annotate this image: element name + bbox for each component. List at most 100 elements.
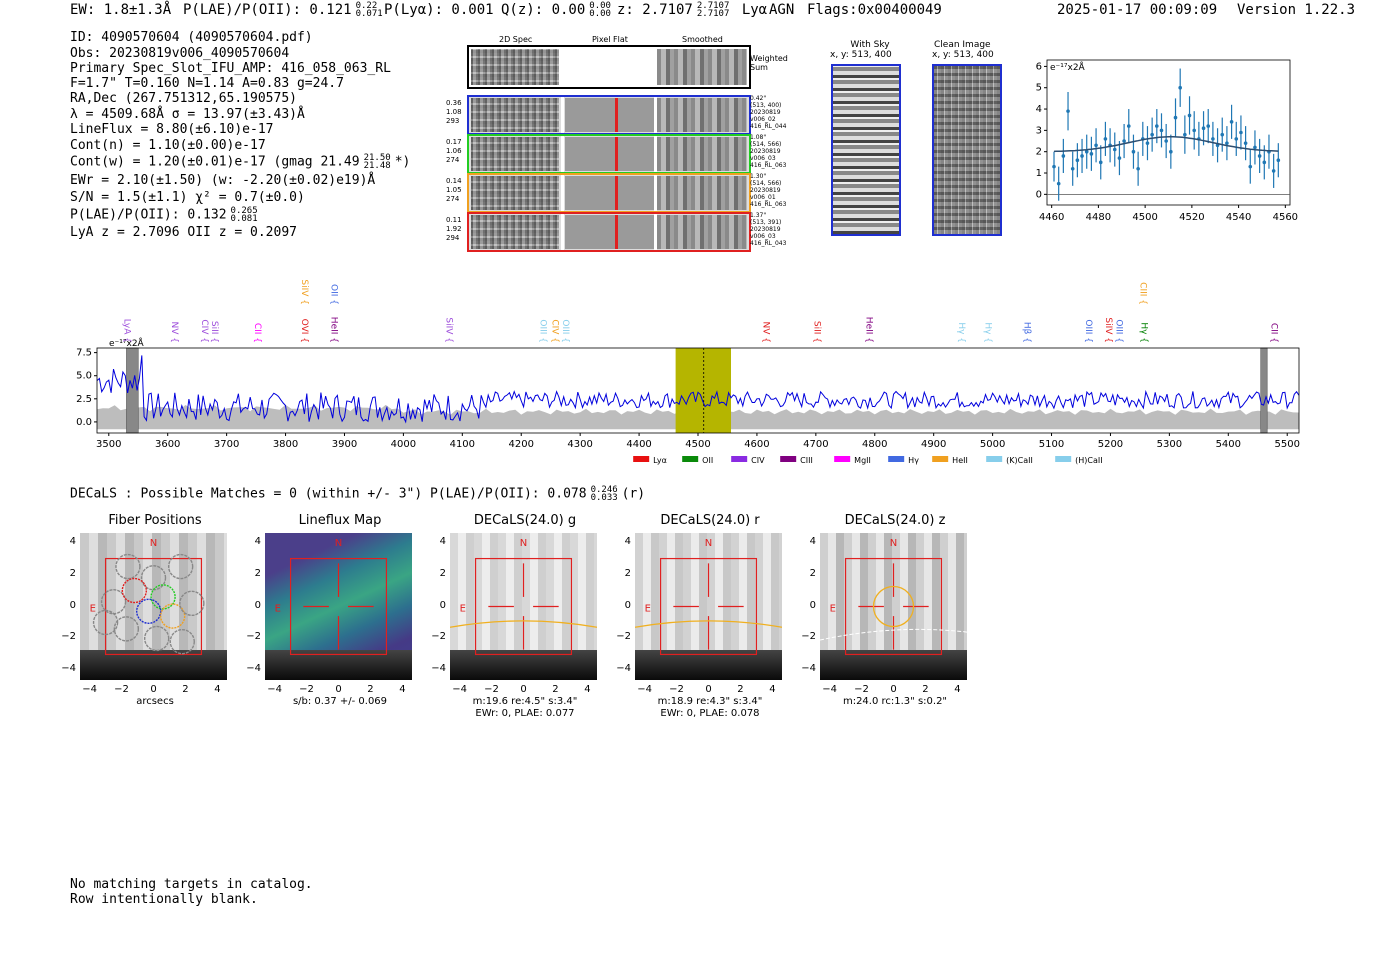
full-x-tick-label: 5500 <box>1274 439 1299 450</box>
zoom-data-point <box>1169 149 1173 154</box>
header-qz: Q(z): 0.00 0.00 0.00 <box>501 1 611 19</box>
full-x-tick-label: 5200 <box>1098 439 1123 450</box>
full-legend-label: HeII <box>952 456 968 465</box>
fiber-side-text: 1.08" <box>750 134 767 141</box>
decals-x-tick-label: −2 <box>114 684 129 695</box>
fiber-side-text: 20230819 <box>750 226 781 233</box>
full-emission-line-label: SiII { <box>812 321 822 343</box>
info-primary: Primary Spec_Slot_IFU_AMP: 416_058_063_R… <box>70 61 391 76</box>
fiber-separator <box>561 136 564 172</box>
zoom-data-point <box>1183 132 1187 137</box>
zoom-x-tick-label: 4480 <box>1086 212 1111 223</box>
fiber-circle <box>167 553 194 580</box>
zoom-data-point <box>1150 132 1154 137</box>
full-unit-label: e⁻¹⁷x2Å <box>109 337 145 349</box>
zoom-data-point <box>1155 124 1159 128</box>
fiber-circle <box>115 553 141 580</box>
zoom-y-tick-label: 0 <box>1036 189 1042 200</box>
fiber-side-text: v006_01 <box>750 194 776 201</box>
decals-aperture-arc <box>820 628 967 641</box>
fiber-stat-value: 0.14 <box>446 177 462 185</box>
fiber-side-info: 1.30" (514, 566) 20230819 v006_01 416_RL_063 <box>750 173 786 208</box>
decals-x-tick-label: 2 <box>552 684 559 695</box>
fiber-side-text: (513, 391) <box>750 219 782 226</box>
fiber-circle <box>121 577 148 604</box>
fiber-side-text: 20230819 <box>750 187 781 194</box>
decals-x-tick-label: 0 <box>520 684 527 695</box>
full-legend-swatch <box>1055 456 1072 462</box>
full-legend-swatch <box>986 456 1003 462</box>
full-x-tick-label: 4400 <box>626 439 651 450</box>
decals-x-tick-label: 4 <box>769 684 776 695</box>
decals-y-tick-label: 2 <box>439 567 446 579</box>
header-plae: P(LAE)/P(OII): 0.121 0.22 0.071 <box>183 1 383 19</box>
decals-x-tick-label: 2 <box>922 684 929 695</box>
fiber-side-text: 20230819 <box>750 148 781 155</box>
fiber-circle <box>159 603 186 629</box>
zoom-data-point <box>1061 154 1066 158</box>
fiber-side-text: 416_RL_043 <box>750 240 787 247</box>
decals-y-tick-label: 4 <box>439 535 446 547</box>
info-plae2: P(LAE)/P(OII): 0.132 0.265 0.081 <box>70 206 258 224</box>
full-emission-line-label: Hγ { <box>983 322 993 343</box>
col-2d-spec: 2D Spec <box>499 35 533 44</box>
fiber-separator <box>561 175 564 211</box>
header-ew: EW: 1.8±1.3Å <box>70 2 172 18</box>
full-y-tick-label: 7.5 <box>76 348 92 359</box>
fiber-stats: 0.36 1.08 293 <box>446 99 462 126</box>
decals-y-tick-label: 0 <box>254 599 261 611</box>
zoom-data-point <box>1262 160 1267 165</box>
fiber-side-text: (513, 400) <box>750 102 782 109</box>
decals-panel-overlay: NE <box>450 538 597 656</box>
fiber-separator <box>654 214 657 250</box>
zoom-data-point <box>1220 132 1225 137</box>
with-sky-xy: x, y: 513, 400 <box>830 50 892 60</box>
decals-y-tick-label: −2 <box>616 631 631 643</box>
decals-panel-caption-2: EWr: 0, PLAE: 0.077 <box>475 708 575 719</box>
decals-panel-caption-2: EWr: 0, PLAE: 0.078 <box>660 708 760 719</box>
fiber-side-text: v006_03 <box>750 155 776 162</box>
zoom-data-point <box>1206 124 1211 128</box>
fiber-stat-value: 0.17 <box>446 138 462 146</box>
fiber-side-text: 0.42" <box>750 95 767 102</box>
fiber-side-text: (514, 566) <box>750 141 782 148</box>
zoom-y-tick-label: 6 <box>1036 61 1042 72</box>
full-emission-line-label: CIII { <box>1138 282 1148 305</box>
zoom-data-point <box>1225 141 1229 145</box>
full-x-tick-label: 4500 <box>685 439 710 450</box>
full-emission-line-label: Hγ { <box>1139 322 1149 343</box>
full-legend-swatch <box>682 456 699 462</box>
fiber-separator <box>561 97 564 133</box>
fiber-flat-marker <box>615 176 618 210</box>
full-line-window <box>675 348 731 433</box>
info-id: ID: 4090570604 (4090570604.pdf) <box>70 30 313 45</box>
info-lyaz: LyA z = 2.7096 OII z = 0.2097 <box>70 225 297 240</box>
decals-panel-caption: s/b: 0.37 +/- 0.069 <box>292 696 388 707</box>
footer-line-2: Row intentionally blank. <box>70 892 258 907</box>
zoom-data-point <box>1187 113 1192 118</box>
full-emission-line-label: CIV { <box>199 319 209 343</box>
decals-y-tick-label: 4 <box>69 535 76 547</box>
info-params: F=1.7" T=0.160 N=1.14 A=0.83 g=24.7 <box>70 76 344 91</box>
decals-x-tick-label: −2 <box>299 684 314 695</box>
fiber-side-text: 20230819 <box>750 109 781 116</box>
zoom-data-point <box>1103 137 1108 141</box>
full-x-tick-label: 5100 <box>1039 439 1064 450</box>
fiber-side-text: (514, 566) <box>750 180 782 187</box>
full-emission-line-label: OIII { <box>1083 319 1093 343</box>
full-emission-line-label: SiIV { <box>1103 317 1113 343</box>
full-emission-line-label: SiII { <box>209 321 219 343</box>
header-plya: P(Lyα): 0.001 <box>384 2 494 18</box>
zoom-model-fit <box>1053 136 1279 153</box>
zoom-data-point <box>1070 166 1075 171</box>
decals-x-tick-label: 2 <box>367 684 374 695</box>
fiber-separator <box>654 136 657 172</box>
fiber-cutout-row <box>467 95 751 135</box>
header-timestamp: 2025-01-17 00:09:09 <box>1057 2 1218 18</box>
full-x-tick-label: 4300 <box>567 439 592 450</box>
zoom-data-point <box>1234 137 1239 141</box>
full-y-tick-label: 0.0 <box>76 417 92 428</box>
decals-box <box>104 557 203 656</box>
zoom-data-point <box>1253 145 1257 150</box>
